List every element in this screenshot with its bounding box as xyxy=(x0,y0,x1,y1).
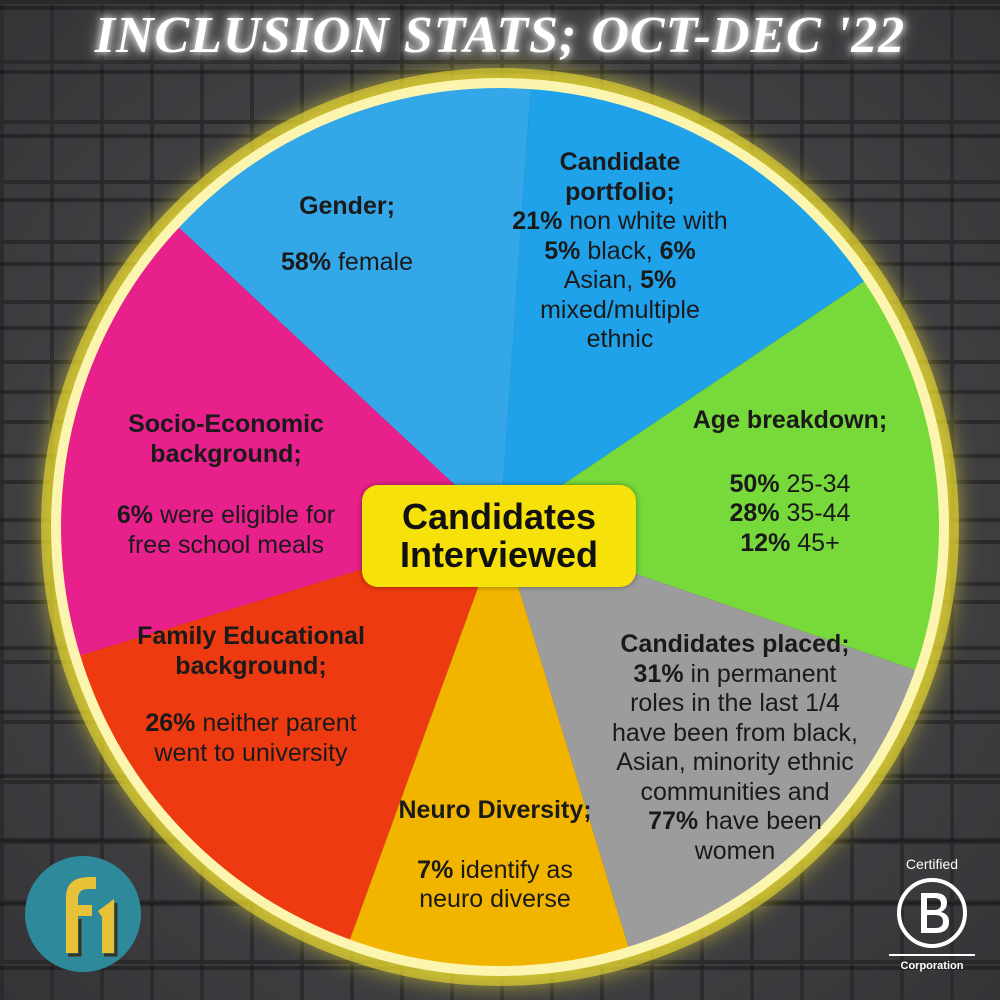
placed-line: in permanent xyxy=(690,659,837,688)
portfolio-stat1: 21% xyxy=(512,207,563,235)
segment-label-neuro: Neuro Diversity; 7% identify as neuro di… xyxy=(360,796,630,915)
age-row-stat: 50% xyxy=(729,469,780,498)
placed-line: communities and xyxy=(640,777,830,806)
placed-text2-line1: have been xyxy=(705,807,822,835)
center-label-box: Candidates Interviewed xyxy=(362,485,636,587)
segment-label-age: Age breakdown; 50% 25-34 28% 35-44 12% 4… xyxy=(660,406,920,558)
f1-logo-icon xyxy=(25,856,141,972)
page-title: INCLUSION STATS; OCT-DEC '22 xyxy=(94,7,906,64)
neuro-text-line1: identify as xyxy=(460,855,573,884)
pie-outer-ring xyxy=(51,78,949,976)
placed-heading: Candidates placed; xyxy=(620,630,850,658)
portfolio-stat4: 5% xyxy=(640,266,677,294)
family-heading-line1: Family Educational xyxy=(137,622,365,650)
family-text-line2: went to university xyxy=(154,738,348,767)
pie-slice-gender xyxy=(178,86,531,527)
portfolio-text2: black, xyxy=(587,236,653,265)
b-corp-icon xyxy=(897,878,967,948)
pie-slice-family xyxy=(79,527,501,941)
portfolio-text4-line1: mixed/multiple xyxy=(540,295,700,324)
gender-stat: 58% xyxy=(280,247,332,276)
socio-stat: 6% xyxy=(116,501,154,529)
bcorp-bottom-text: Corporation xyxy=(900,960,964,972)
gender-text: female xyxy=(337,247,414,276)
socio-text-line1: were eligible for xyxy=(160,501,336,529)
age-row-stat: 28% xyxy=(729,499,780,527)
neuro-heading: Neuro Diversity; xyxy=(398,796,592,824)
portfolio-stat2: 5% xyxy=(544,236,581,265)
socio-text-line2: free school meals xyxy=(128,530,324,559)
pie-slice-neuro xyxy=(349,527,629,967)
center-label-line2: Interviewed xyxy=(399,534,599,575)
age-row: 28% 35-44 xyxy=(660,499,920,529)
bcorp-top-text: Certified xyxy=(905,856,959,872)
age-row-text: 25-34 xyxy=(786,469,851,498)
placed-line: have been from black, xyxy=(612,718,858,747)
age-row-text: 45+ xyxy=(797,528,840,557)
segment-label-portfolio: Candidate portfolio; 21% non white with … xyxy=(480,148,760,355)
age-row-text: 35-44 xyxy=(786,499,851,527)
portfolio-heading-line2: portfolio; xyxy=(565,177,675,206)
segment-label-gender: Gender; 58% female xyxy=(232,192,462,277)
placed-line: Asian, minority ethnic xyxy=(616,748,854,776)
portfolio-text4-line2: ethnic xyxy=(586,325,654,353)
center-label-line1: Candidates xyxy=(401,496,597,538)
pie-slice-portfolio xyxy=(500,88,865,528)
segment-label-placed: Candidates placed; 31% in permanent role… xyxy=(585,630,885,866)
segment-label-socio: Socio-Economic background; 6% were eligi… xyxy=(76,410,376,560)
age-row-stat: 12% xyxy=(740,528,791,557)
portfolio-heading-line1: Candidate xyxy=(559,148,681,176)
age-row: 12% 45+ xyxy=(660,529,920,559)
gender-heading: Gender; xyxy=(299,192,395,220)
placed-stat1: 31% xyxy=(633,659,684,688)
placed-stat2: 77% xyxy=(648,807,699,835)
portfolio-stat3: 6% xyxy=(659,236,696,265)
portfolio-text1: non white with xyxy=(569,207,728,235)
socio-heading-line1: Socio-Economic xyxy=(128,410,324,438)
placed-text2-line2: women xyxy=(694,836,776,865)
age-row: 50% 25-34 xyxy=(660,470,920,500)
age-heading: Age breakdown; xyxy=(692,406,888,434)
portfolio-text3: Asian, xyxy=(563,266,634,294)
socio-heading-line2: background; xyxy=(150,439,302,468)
placed-line: roles in the last 1/4 xyxy=(630,689,840,717)
neuro-text-line2: neuro diverse xyxy=(419,885,571,913)
family-text-line1: neither parent xyxy=(202,709,357,737)
neuro-stat: 7% xyxy=(417,855,454,884)
pie-slice-age xyxy=(500,280,940,671)
family-stat: 26% xyxy=(145,709,196,737)
family-heading-line2: background; xyxy=(175,651,327,680)
segment-label-family: Family Educational background; 26% neith… xyxy=(96,622,406,768)
pie-slice-placed xyxy=(500,527,917,948)
b-corp-logo: Certified Corporation xyxy=(876,856,988,976)
bcorp-divider xyxy=(889,954,975,956)
